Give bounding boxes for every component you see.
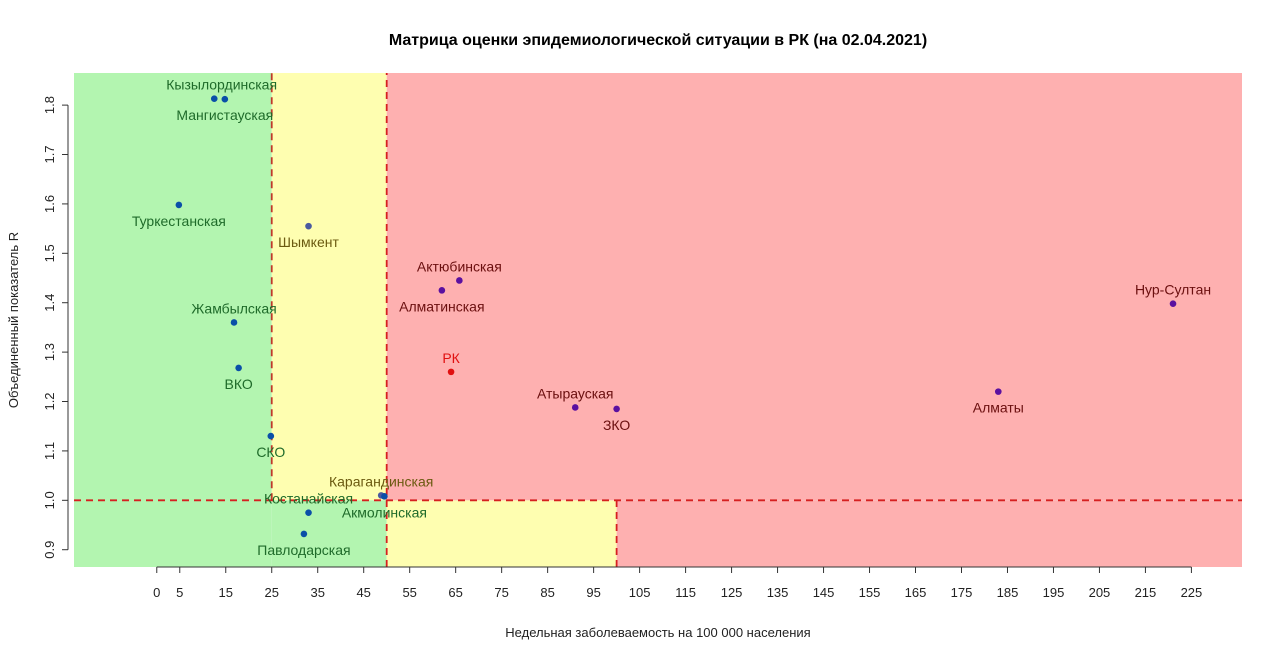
point-label: ЗКО [603, 417, 630, 433]
x-tick-label: 115 [675, 585, 696, 600]
x-tick-label: 155 [859, 585, 881, 600]
x-tick-label: 145 [813, 585, 835, 600]
y-tick-label: 1.8 [42, 96, 57, 114]
point-label: Мангистауская [176, 107, 273, 123]
data-point [613, 405, 620, 413]
data-point [571, 404, 579, 411]
data-point [447, 368, 455, 376]
data-point [175, 201, 183, 209]
data-point [1169, 300, 1177, 307]
point-label: Туркестанская [132, 213, 226, 229]
x-tick-label: 85 [540, 585, 554, 600]
x-tick-label: 15 [219, 585, 233, 600]
point-label: Алматинская [399, 298, 484, 314]
x-tick-label: 135 [767, 585, 789, 600]
point-label: Жамбылская [191, 300, 276, 316]
point-label: СКО [256, 444, 285, 460]
x-tick-label: 195 [1043, 585, 1065, 600]
data-point [267, 432, 275, 440]
data-point [221, 95, 229, 103]
point-label: Карагандинская [329, 473, 433, 489]
risk-zone-0 [74, 73, 272, 567]
x-tick-label: 5 [176, 585, 183, 600]
axes: 0 5 15 25 35 45 55 65 75 85 95 105 115 125 135 145 155 16… [42, 96, 1202, 600]
risk-zone-2 [271, 500, 387, 567]
x-tick-label: 55 [402, 585, 416, 600]
data-point [305, 509, 312, 516]
risk-zone-4 [386, 73, 1243, 501]
data-point [210, 95, 218, 102]
point-label: Кызылординская [166, 77, 277, 93]
x-tick-label: 45 [356, 585, 370, 600]
x-tick-label: 105 [629, 585, 651, 600]
data-point [994, 388, 1002, 395]
data-point [235, 364, 242, 372]
data-point [305, 222, 312, 230]
x-tick-label: 165 [905, 585, 927, 600]
y-tick-label: 1.7 [42, 145, 57, 163]
point-label: Павлодарская [257, 542, 350, 558]
y-axis-label: Объединенный показатель R [6, 232, 21, 408]
x-tick-label: 225 [1181, 585, 1203, 600]
point-label: Нур-Султан [1135, 282, 1211, 298]
point-label: ВКО [225, 376, 253, 392]
point-label: Шымкент [278, 234, 339, 250]
y-tick-label: 0.9 [42, 541, 57, 559]
data-point [438, 287, 446, 294]
chart-title: Матрица оценки эпидемиологической ситуац… [389, 32, 927, 49]
data-point [456, 277, 463, 284]
x-tick-label: 215 [1135, 585, 1157, 600]
risk-zone-1 [271, 73, 387, 501]
x-tick-label: 35 [310, 585, 324, 600]
data-points [175, 95, 1177, 538]
x-tick-label: 25 [264, 585, 278, 600]
point-label: Атырауская [537, 385, 614, 401]
point-label: РК [442, 350, 460, 366]
y-tick-label: 1.0 [42, 491, 57, 509]
y-tick-label: 1.6 [42, 195, 57, 213]
point-label: Акмолинская [342, 504, 427, 520]
y-tick-label: 1.2 [42, 392, 57, 410]
x-tick-label: 175 [951, 585, 973, 600]
y-tick-label: 1.1 [42, 442, 57, 460]
x-axis-label: Недельная заболеваемость на 100 000 насе… [505, 625, 810, 640]
point-labels: Кызылординская Мангистауская Туркестанская… [132, 77, 1211, 558]
point-label: Костанайская [264, 491, 353, 507]
x-tick-label: 185 [997, 585, 1019, 600]
x-tick-label: 95 [586, 585, 600, 600]
data-point [230, 319, 238, 326]
point-label: Алматы [973, 400, 1024, 416]
x-tick-label: 0 [153, 585, 160, 600]
data-point [300, 530, 308, 538]
point-label: Актюбинская [417, 258, 502, 274]
threshold-lines [74, 73, 1242, 567]
data-point [381, 493, 388, 500]
x-tick-label: 205 [1089, 585, 1111, 600]
x-tick-label: 125 [721, 585, 743, 600]
x-tick-label: 75 [494, 585, 508, 600]
risk-zones [74, 73, 1243, 567]
risk-zone-5 [616, 500, 1242, 567]
risk-zone-3 [386, 500, 617, 567]
x-tick-label: 65 [448, 585, 462, 600]
y-tick-label: 1.3 [42, 343, 57, 361]
y-tick-label: 1.5 [42, 244, 57, 262]
y-tick-label: 1.4 [42, 294, 57, 312]
